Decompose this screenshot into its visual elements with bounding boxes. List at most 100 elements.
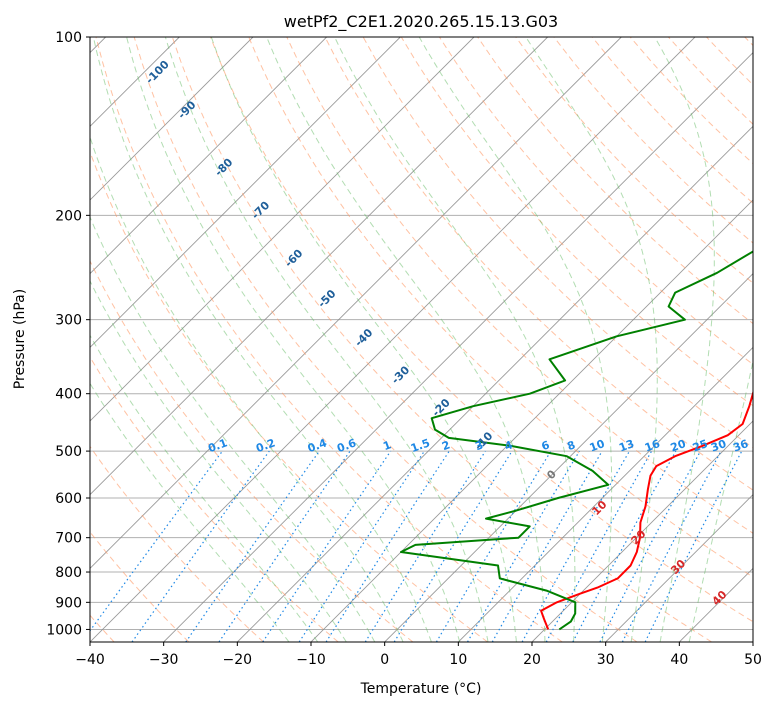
isotherm-line [90,37,696,642]
mixing-ratio-line [599,450,702,642]
dry-adiabat-line [90,445,264,642]
mixing-ratio-line [325,450,450,642]
x-tick-label: −30 [149,652,179,668]
chart-title: wetPf2_C2E1.2020.265.15.13.G03 [284,12,558,32]
mixing-ratio-label: 16 [643,437,662,455]
moist-adiabat-line [418,37,613,642]
dry-adiabat-line [95,37,563,642]
moist-adiabat-line [654,37,715,642]
mixing-ratio-line [262,450,392,642]
mixing-ratio-label: 2 [440,438,452,453]
isotherm-line [90,37,475,422]
dry-adiabat-line [248,37,753,578]
x-tick-label: −40 [75,652,105,668]
mixing-ratio-label: 1.5 [409,436,432,455]
y-tick-label: 500 [55,444,82,460]
x-tick-label: −20 [223,652,253,668]
isotherm-line [163,52,753,642]
mixing-ratio-label: 20 [669,437,688,455]
isotherm-line [90,37,401,348]
y-tick-label: 200 [55,208,82,224]
mixing-ratio-label: 6 [540,438,552,453]
moist-adiabat-line [92,37,432,642]
dry-adiabat-line [210,37,753,623]
mixing-ratio-line [298,450,425,642]
mixing-ratio-label: 0.6 [335,436,358,455]
isotherm-line [237,125,753,642]
y-tick-label: 800 [55,565,82,581]
moist-adiabat-line [164,37,489,642]
x-axis-ticks: −40 −30 −20 −10 0 10 20 30 40 50 [75,642,762,668]
isobar-gridlines [90,37,753,630]
y-tick-label: 600 [55,491,82,507]
temperature-profile [540,389,753,630]
moist-adiabat-line [90,382,290,642]
x-tick-label: 50 [744,652,762,668]
dry-adiabat-line [515,37,753,284]
plot-frame [89,36,754,643]
moist-adiabat-line [266,37,546,642]
isotherm-line [458,346,753,642]
dewpoint-profile [400,250,753,631]
moist-adiabat-line [126,37,461,642]
mixing-ratio-label: 3 [473,438,485,453]
isotherm-line [90,37,327,275]
mixing-ratio-line [364,450,486,642]
y-tick-label: 400 [55,387,82,403]
isotherm-line [90,37,622,569]
moist-adiabat-line [90,135,404,642]
moist-adiabat-line [525,37,658,642]
isotherm-line [605,494,753,642]
isotherm-line [531,420,753,642]
mixing-ratio-label: 1 [381,438,393,453]
dry-adiabat-line [90,259,414,642]
mixing-ratio-label: 4 [503,438,515,453]
y-tick-label: 900 [55,595,82,611]
y-tick-label: 100 [55,30,82,46]
mixing-ratio-lines [90,450,743,642]
moist-adiabats [90,37,753,642]
dry-adiabat-line [324,37,753,491]
moist-adiabat-line [90,215,376,642]
mixing-ratio-label: 0.1 [206,436,229,455]
moist-adiabat-line [334,37,576,642]
y-tick-label: 1000 [46,622,82,638]
x-axis-label: Temperature (°C) [360,681,482,697]
mixing-ratio-label: 0.2 [254,436,277,455]
isotherm-line [90,37,254,201]
y-axis-label: Pressure (hPa) [12,289,28,389]
y-tick-label: 700 [55,531,82,547]
mixing-ratio-label: 30 [709,437,728,455]
mixing-ratio-line [572,450,677,642]
mixing-ratio-label: 13 [617,437,636,454]
mixing-ratio-line [185,450,320,642]
moist-adiabat-line [90,334,319,642]
x-tick-label: −10 [296,652,326,668]
y-axis-ticks: 100 200 300 400 500 600 700 800 900 1000 [46,30,90,638]
plot-area: -100-90-80-70-60-50-40-30-20-10010203040… [90,37,753,642]
dry-adiabat-line [171,37,712,642]
x-tick-label: 0 [380,652,389,668]
x-tick-label: 10 [449,652,467,668]
isotherm-line [384,273,753,642]
isotherm-line [90,37,548,496]
moist-adiabat-line [688,358,753,642]
y-tick-label: 300 [55,313,82,329]
x-tick-label: 30 [597,652,615,668]
mixing-ratio-label: 8 [565,438,577,453]
x-tick-label: 40 [670,652,688,668]
mixing-ratio-line [218,450,351,642]
mixing-ratio-line [466,450,580,642]
dry-adiabat-line [286,37,753,534]
sounding-profiles [400,250,753,631]
moist-adiabat-line [210,37,517,642]
mixing-ratio-label: 25 [691,437,710,454]
mixing-ratio-label: 36 [731,437,750,455]
mixing-ratio-label: 10 [588,437,607,455]
isotherm-gridlines [90,37,753,642]
x-tick-label: 20 [523,652,541,668]
mixing-ratio-label: 0.4 [306,436,329,455]
mixing-ratio-line [393,450,513,642]
